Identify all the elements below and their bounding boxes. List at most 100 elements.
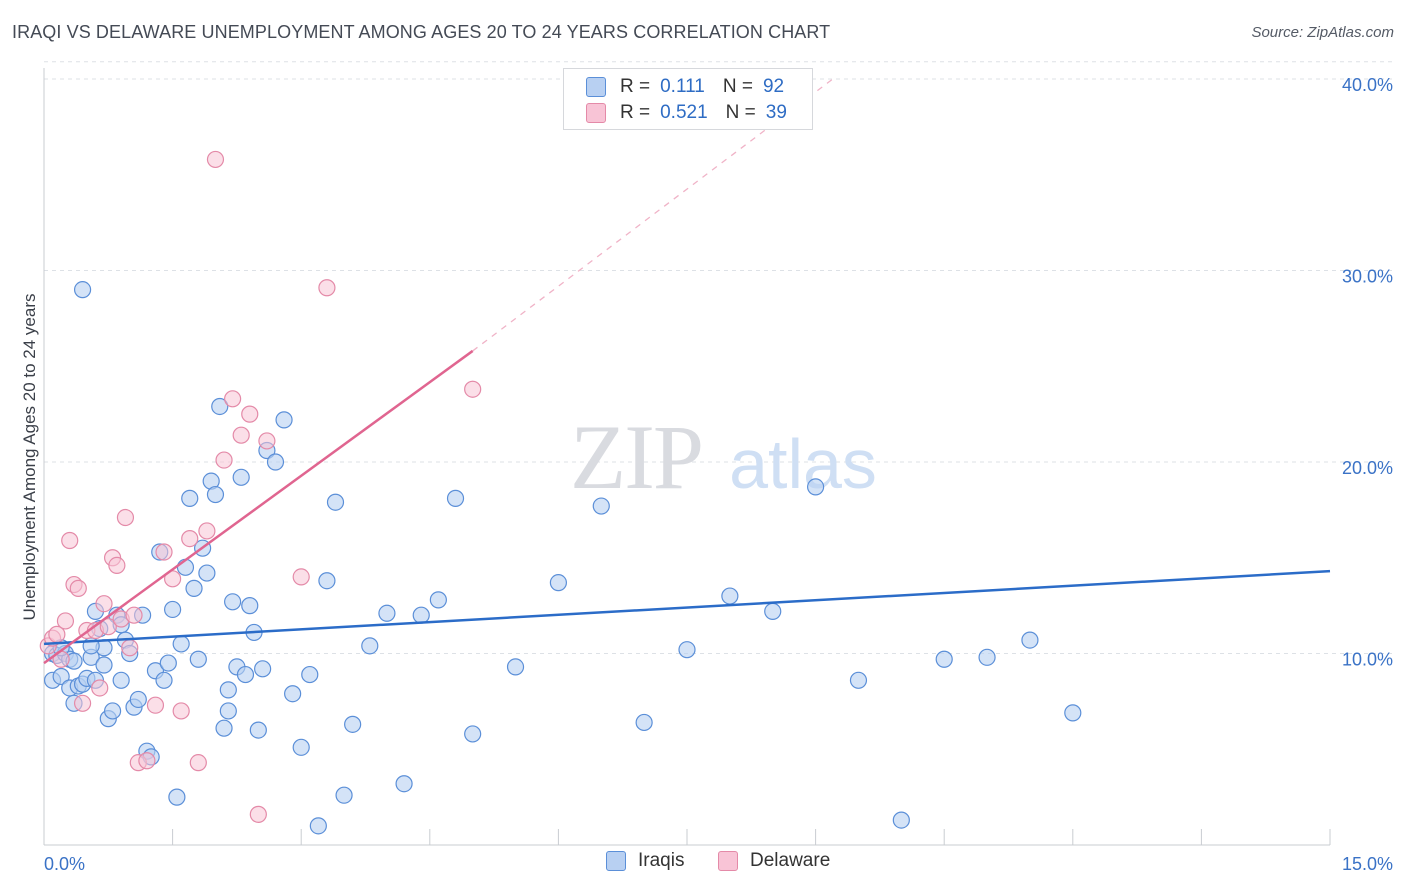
iraqis-point <box>412 606 430 624</box>
delaware-point <box>232 426 250 444</box>
delaware-point <box>69 579 87 597</box>
chart-title: IRAQI VS DELAWARE UNEMPLOYMENT AMONG AGE… <box>12 22 831 42</box>
iraqis-point <box>592 497 610 515</box>
delaware-point <box>73 694 92 712</box>
iraqis-point <box>1064 704 1082 722</box>
iraqis-point <box>219 702 237 720</box>
delaware-point <box>189 754 207 772</box>
iraqis-trend-line <box>43 569 1331 646</box>
iraqis-point <box>159 654 177 672</box>
iraqis-point <box>219 681 237 699</box>
chart-source: Source: ZipAtlas.com <box>1251 24 1394 41</box>
legend-n-label: N = <box>725 102 756 123</box>
delaware-swatch <box>586 103 606 123</box>
tick-label-layer: 10.0% 20.0% 30.0% 40.0% 0.0% 15.0% <box>44 75 1393 874</box>
correlation-legend: R = 0.111 N = 92 R = 0.521 N = 39 <box>563 68 813 130</box>
iraqis-point <box>764 602 782 620</box>
series-legend: Iraqis Delaware <box>0 850 1406 878</box>
legend-r-label: R = <box>620 76 651 97</box>
delaware-legend-swatch <box>718 851 738 871</box>
iraqis-point <box>236 665 255 684</box>
iraqis-point <box>506 658 525 676</box>
x-tick-label-min: 0.0% <box>44 854 85 874</box>
delaware-point <box>146 696 165 714</box>
iraqis-swatch <box>586 77 606 97</box>
legend-r-value: 0.521 <box>660 102 708 123</box>
legend-item-delaware[interactable]: Delaware <box>718 850 830 872</box>
legend-item-iraqis[interactable]: Iraqis <box>606 850 684 872</box>
iraqis-points <box>43 281 1082 835</box>
iraqis-point <box>266 453 285 471</box>
iraqis-point <box>198 564 216 582</box>
delaware-point <box>215 451 233 469</box>
delaware-point <box>125 606 143 624</box>
delaware-point <box>116 508 135 527</box>
watermark-atlas: atlas <box>729 425 877 503</box>
delaware-point <box>224 390 242 408</box>
legend-row-iraqis: R = 0.111 N = 92 <box>586 74 784 100</box>
delaware-point <box>258 432 276 450</box>
iraqis-point <box>254 660 272 678</box>
iraqis-point <box>678 641 696 659</box>
iraqis-point <box>211 397 229 416</box>
iraqis-point <box>73 281 92 299</box>
iraqis-point <box>395 775 413 793</box>
delaware-point <box>198 522 216 540</box>
iraqis-point <box>275 411 293 429</box>
iraqis-point <box>284 685 302 703</box>
iraqis-point <box>326 493 345 511</box>
iraqis-point <box>344 715 362 733</box>
legend-label-iraqis: Iraqis <box>638 850 685 871</box>
iraqis-point <box>176 558 195 576</box>
iraqis-point <box>301 665 319 684</box>
delaware-point <box>138 752 156 770</box>
delaware-point <box>95 595 113 613</box>
delaware-trend-line <box>43 349 474 665</box>
iraqis-point <box>52 667 70 686</box>
iraqis-point <box>549 574 568 592</box>
iraqis-point <box>112 671 130 689</box>
iraqis-point <box>164 600 182 619</box>
iraqis-point <box>935 650 953 668</box>
delaware-point <box>155 543 173 561</box>
y-tick-label: 40.0% <box>1342 75 1393 95</box>
iraqis-point <box>172 635 190 653</box>
iraqis-point <box>464 725 482 743</box>
iraqis-point <box>103 702 122 720</box>
y-tick-label: 20.0% <box>1342 458 1393 478</box>
iraqis-point <box>206 485 225 504</box>
iraqis-point <box>978 648 996 666</box>
delaware-point <box>292 568 310 586</box>
iraqis-point <box>292 738 310 756</box>
iraqis-point <box>155 671 173 689</box>
watermark: ZIP atlas <box>570 406 877 508</box>
delaware-point <box>56 612 75 630</box>
delaware-points <box>39 150 482 823</box>
legend-r-value: 0.111 <box>660 76 705 97</box>
delaware-point <box>249 805 267 823</box>
delaware-point <box>181 529 199 548</box>
legend-n-value: 92 <box>762 76 785 97</box>
iraqis-point <box>318 572 336 590</box>
iraqis-point <box>241 597 259 615</box>
grid-layer <box>44 61 1392 654</box>
y-axis-label: Unemployment Among Ages 20 to 24 years <box>20 293 39 621</box>
delaware-point <box>318 279 336 297</box>
iraqis-point <box>429 591 447 609</box>
trend-layer <box>43 78 1331 665</box>
delaware-point <box>464 380 482 398</box>
iraqis-point <box>95 656 113 674</box>
delaware-point <box>121 639 139 657</box>
iraqis-point <box>189 650 207 668</box>
iraqis-point <box>806 478 825 496</box>
iraqis-point <box>309 817 327 835</box>
iraqis-point <box>224 593 242 611</box>
delaware-point <box>241 405 259 423</box>
iraqis-point <box>1021 631 1039 649</box>
delaware-point <box>108 556 126 575</box>
iraqis-legend-swatch <box>606 851 626 871</box>
delaware-point <box>61 531 79 550</box>
iraqis-point <box>129 690 147 709</box>
iraqis-point <box>181 489 199 507</box>
